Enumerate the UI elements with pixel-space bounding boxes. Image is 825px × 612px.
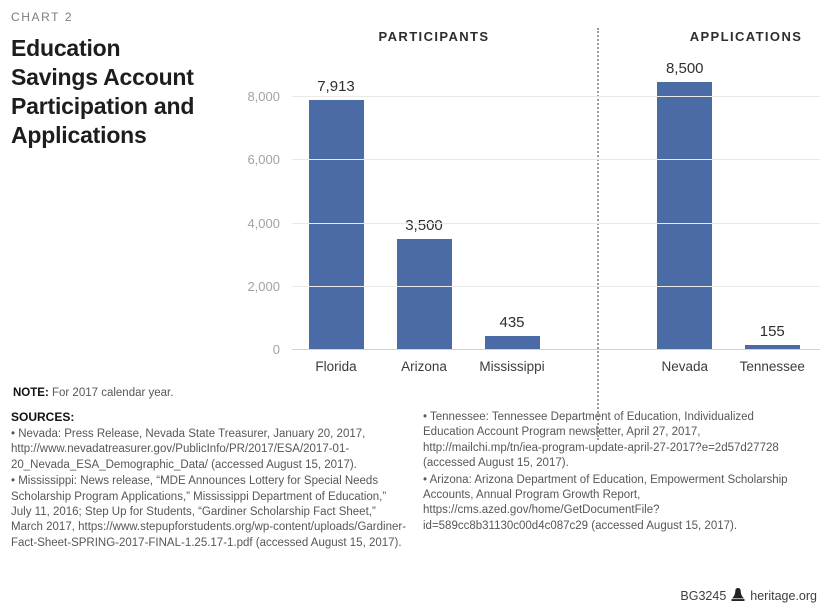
note-label: NOTE: xyxy=(13,387,49,399)
title-line: Education xyxy=(11,35,121,61)
x-axis-label: Florida xyxy=(315,359,357,374)
bar-slot-florida: 7,913 Florida xyxy=(292,60,380,374)
source-item: • Arizona: Arizona Department of Educati… xyxy=(423,473,788,532)
bar-arizona xyxy=(396,239,452,350)
site-name: heritage.org xyxy=(750,589,817,603)
y-tick-label: 8,000 xyxy=(247,89,280,104)
bar-value-label: 8,500 xyxy=(665,60,704,77)
sources-label: SOURCES: xyxy=(11,410,75,424)
y-axis: 0 2,000 4,000 6,000 8,000 xyxy=(218,60,280,357)
gridline xyxy=(292,285,820,287)
y-tick-label: 6,000 xyxy=(247,152,280,168)
bar-value-label: 7,913 xyxy=(317,77,355,95)
bar-slot-nevada: 8,500 Nevada xyxy=(641,60,729,374)
bar-nevada xyxy=(657,82,713,350)
bar-group-participants: 7,913 Florida 3,500 Arizona 435 Mississippi xyxy=(292,60,556,374)
x-axis-label: Nevada xyxy=(661,359,709,374)
title-line: Savings Account xyxy=(11,64,194,90)
source-item: • Tennessee: Tennessee Department of Edu… xyxy=(423,411,779,470)
title-line: Participation and xyxy=(11,93,195,119)
x-axis-label: Tennessee xyxy=(739,359,805,374)
gridline xyxy=(292,349,820,350)
report-id: BG3245 xyxy=(680,589,727,603)
bar-florida xyxy=(308,99,364,350)
bar-slot-mississippi: 435 Mississippi xyxy=(468,60,556,374)
heritage-bell-icon xyxy=(731,588,745,604)
note: NOTE: For 2017 calendar year. xyxy=(13,386,173,401)
bar-tennessee xyxy=(744,345,800,350)
bar-value-label: 435 xyxy=(499,314,525,332)
bar-slot-tennessee: 155 Tennessee xyxy=(729,60,817,374)
bar-value-label: 155 xyxy=(759,323,785,341)
note-text: For 2017 calendar year. xyxy=(51,387,174,399)
bar-slot-arizona: 3,500 Arizona xyxy=(380,60,468,374)
source-item: • Mississippi: News release, “MDE Announ… xyxy=(11,475,407,549)
bar-value-label: 3,500 xyxy=(405,217,443,235)
y-tick-label: 4,000 xyxy=(247,215,280,231)
sources-col1: • Nevada: Press Release, Nevada State Tr… xyxy=(11,427,409,552)
gridline xyxy=(292,159,820,161)
gridline xyxy=(292,96,820,97)
x-axis-label: Arizona xyxy=(401,359,447,374)
chart-number-label: CHART 2 xyxy=(11,10,74,24)
y-tick-label: 0 xyxy=(272,342,280,357)
bar-group-applications: 8,500 Nevada 155 Tennessee xyxy=(641,60,817,374)
section-header-participants: PARTICIPANTS xyxy=(378,29,490,44)
page-title: Education Savings Account Participation … xyxy=(11,34,236,150)
plot-area: 0 2,000 4,000 6,000 8,000 7,913 Florida 3,500 A… xyxy=(247,28,820,440)
section-separator-dotted-line xyxy=(597,28,599,440)
title-line: Applications xyxy=(11,122,147,148)
x-axis-label: Mississippi xyxy=(479,359,545,374)
sources-col2: • Tennessee: Tennessee Department of Edu… xyxy=(423,410,795,535)
bar-mississippi xyxy=(484,336,540,350)
footer: BG3245 heritage.org xyxy=(680,588,817,604)
title-block: CHART 2 Education Savings Account Partic… xyxy=(11,10,236,150)
y-tick-label: 2,000 xyxy=(247,278,280,294)
source-item: • Nevada: Press Release, Nevada State Tr… xyxy=(11,428,366,471)
gridline xyxy=(292,222,820,224)
section-header-applications: APPLICATIONS xyxy=(689,29,803,44)
